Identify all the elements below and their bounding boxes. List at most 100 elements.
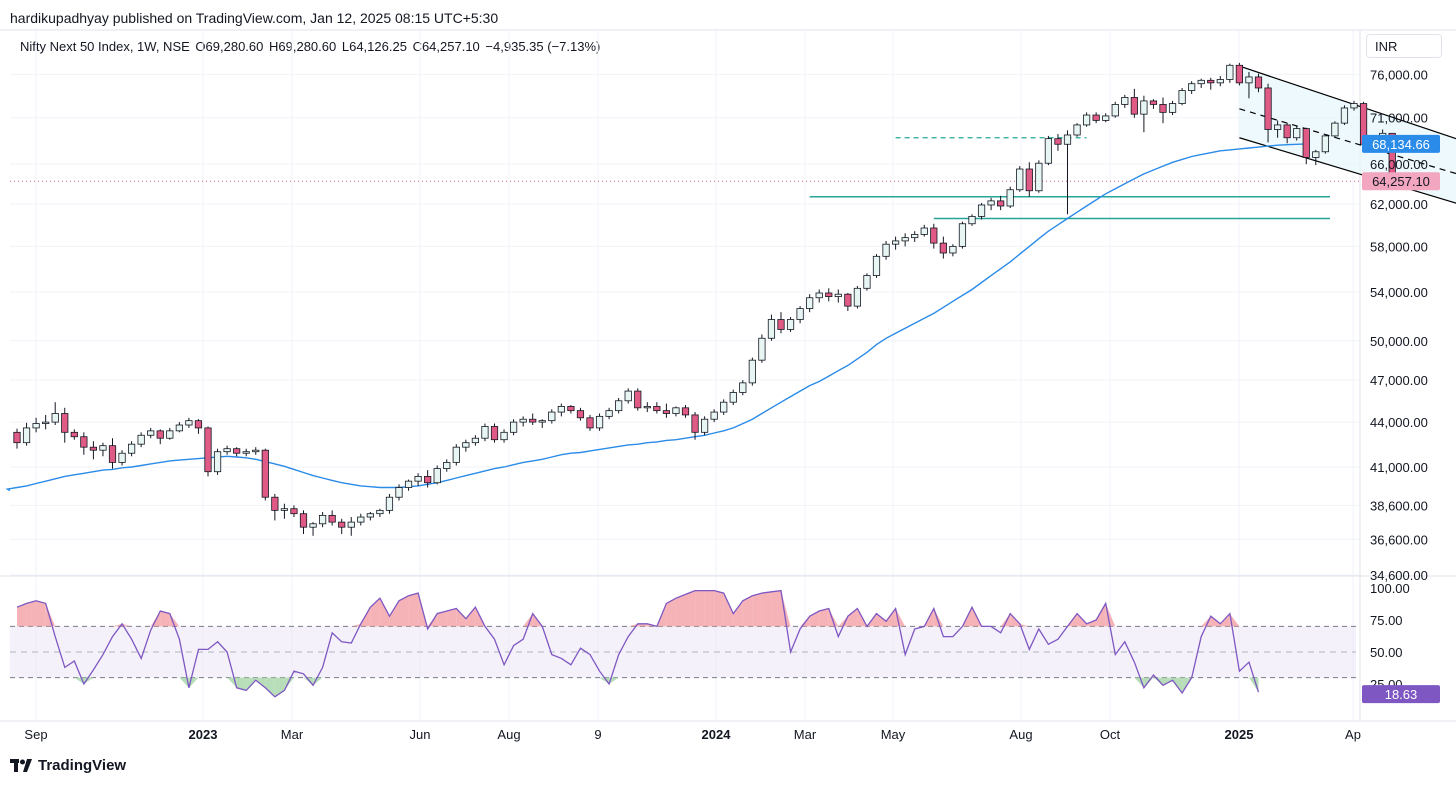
rsi-overbought-fill bbox=[456, 608, 466, 627]
candle bbox=[1331, 121, 1339, 138]
candle-body bbox=[1016, 168, 1024, 191]
candle bbox=[624, 388, 632, 404]
candle-body bbox=[147, 430, 155, 436]
candle bbox=[968, 214, 976, 226]
candle bbox=[643, 402, 651, 413]
candle bbox=[672, 406, 680, 417]
candle-body bbox=[233, 448, 241, 454]
candle bbox=[1092, 112, 1100, 124]
candle-body bbox=[882, 243, 890, 257]
tradingview-brand[interactable]: TradingView bbox=[10, 757, 126, 774]
candle bbox=[1235, 62, 1243, 86]
rsi-overbought-fill bbox=[427, 613, 438, 627]
ohlc-legend: Nifty Next 50 Index, 1W, NSE O69,280.60 … bbox=[20, 39, 602, 54]
rsi-overbought-fill bbox=[26, 600, 37, 627]
candle-body bbox=[557, 406, 565, 413]
rsi-oversold-fill bbox=[83, 677, 94, 684]
candle-body bbox=[338, 521, 346, 528]
symbol-title[interactable]: Nifty Next 50 Index, 1W, NSE bbox=[20, 39, 190, 54]
rsi-oversold-fill bbox=[265, 677, 275, 697]
candle-body bbox=[930, 227, 938, 244]
rsi-overbought-fill bbox=[752, 593, 762, 627]
support-lines bbox=[809, 137, 1330, 220]
candle-body bbox=[672, 407, 680, 414]
candle-body bbox=[643, 406, 651, 409]
candle-body bbox=[911, 234, 919, 239]
candle bbox=[1073, 123, 1081, 137]
candle-body bbox=[1140, 100, 1148, 115]
candle bbox=[1111, 101, 1119, 118]
rsi-overbought-fill bbox=[169, 613, 180, 627]
rsi-overbought-fill bbox=[112, 623, 123, 627]
candle bbox=[452, 444, 460, 466]
candle-body bbox=[137, 434, 145, 445]
candle bbox=[615, 397, 623, 414]
rsi-overbought-fill bbox=[761, 591, 772, 627]
time-tick-label: Oct bbox=[1100, 727, 1121, 742]
low-value: L64,126.25 bbox=[341, 39, 407, 54]
candle-body bbox=[509, 421, 518, 433]
channel-middle-line bbox=[1239, 108, 1456, 175]
candle-body bbox=[271, 496, 279, 511]
candle-body bbox=[22, 427, 31, 444]
candle-body bbox=[1006, 189, 1014, 207]
candle-body bbox=[844, 293, 852, 307]
candle bbox=[1083, 112, 1091, 127]
candle-body bbox=[567, 406, 575, 412]
tradingview-logo-icon bbox=[10, 758, 32, 772]
rsi-overbought-fill bbox=[446, 608, 457, 627]
candle-body bbox=[166, 430, 174, 439]
rsi-tick-label: 50.00 bbox=[1370, 645, 1403, 660]
candle-body bbox=[1216, 79, 1224, 84]
rsi-overbought-fill bbox=[819, 608, 829, 627]
candle-body bbox=[968, 215, 976, 225]
candle-body bbox=[1207, 79, 1215, 84]
candle bbox=[1159, 97, 1167, 124]
candle bbox=[318, 512, 327, 528]
candle bbox=[576, 407, 585, 421]
rsi-oversold-fill bbox=[236, 677, 247, 691]
high-value: H69,280.60 bbox=[269, 39, 337, 54]
price-tick-label: 34,600.00 bbox=[1370, 568, 1428, 583]
currency-button[interactable]: INR bbox=[1366, 34, 1442, 58]
candle-body bbox=[204, 427, 212, 473]
candle-body bbox=[261, 449, 269, 498]
candle bbox=[920, 224, 928, 237]
candle bbox=[901, 233, 909, 247]
channel-upper-line bbox=[1239, 65, 1456, 140]
candle-body bbox=[385, 496, 394, 511]
candle bbox=[42, 414, 50, 430]
candle-body bbox=[80, 436, 88, 448]
candle bbox=[1302, 127, 1310, 165]
candle bbox=[500, 429, 508, 443]
time-tick-label: 2023 bbox=[189, 727, 218, 742]
rsi-overbought-fill bbox=[828, 608, 839, 627]
candle-body bbox=[1340, 107, 1349, 124]
candle bbox=[347, 517, 355, 536]
candle bbox=[653, 402, 661, 414]
candle bbox=[271, 493, 279, 521]
last-price-tag: 64,257.10 bbox=[1372, 174, 1430, 189]
price-tick-label: 38,600.00 bbox=[1370, 498, 1428, 513]
candle-body bbox=[357, 516, 365, 523]
candle bbox=[567, 404, 575, 414]
candle bbox=[863, 273, 871, 291]
price-tick-label: 44,000.00 bbox=[1370, 415, 1428, 430]
candle bbox=[376, 508, 384, 518]
rsi-overbought-fill bbox=[666, 598, 676, 627]
candle bbox=[443, 459, 451, 472]
candle-body bbox=[1331, 122, 1339, 137]
candle-body bbox=[443, 461, 451, 469]
candle bbox=[691, 412, 699, 440]
candle bbox=[13, 428, 21, 449]
candle bbox=[261, 448, 269, 501]
candle-body bbox=[175, 424, 183, 432]
candle-body bbox=[395, 487, 403, 498]
candle bbox=[366, 512, 374, 521]
candle bbox=[911, 231, 919, 243]
candle-body bbox=[777, 319, 785, 330]
candle-body bbox=[1312, 151, 1320, 158]
candle bbox=[385, 493, 394, 514]
